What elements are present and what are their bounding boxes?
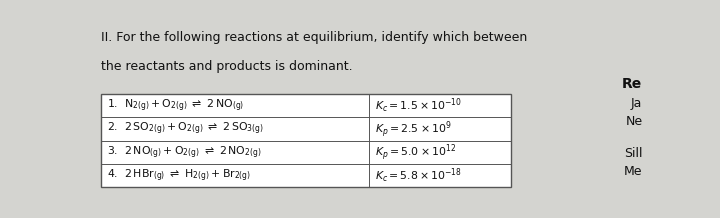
- Text: $K_p = 2.5 \times 10^{9}$: $K_p = 2.5 \times 10^{9}$: [374, 119, 451, 140]
- Text: 1.  $\mathrm{N_{2(g)} + O_{2(g)}}$ $\rightleftharpoons$ $\mathrm{2\,NO_{(g)}}$: 1. $\mathrm{N_{2(g)} + O_{2(g)}}$ $\righ…: [107, 98, 244, 114]
- Text: Re: Re: [622, 77, 642, 90]
- Text: $K_p = 5.0 \times 10^{12}$: $K_p = 5.0 \times 10^{12}$: [374, 142, 456, 163]
- Text: $K_c = 1.5 \times 10^{-10}$: $K_c = 1.5 \times 10^{-10}$: [374, 97, 462, 115]
- Text: II. For the following reactions at equilibrium, identify which between: II. For the following reactions at equil…: [101, 31, 528, 44]
- FancyBboxPatch shape: [101, 94, 511, 187]
- Text: the reactants and products is dominant.: the reactants and products is dominant.: [101, 60, 353, 73]
- Text: 2.  $\mathrm{2\,SO_{2(g)} + O_{2(g)}}$ $\rightleftharpoons$ $\mathrm{2\,SO_{3(g): 2. $\mathrm{2\,SO_{2(g)} + O_{2(g)}}$ $\…: [107, 121, 264, 137]
- Text: 3.  $\mathrm{2\,NO_{(g)} + O_{2(g)}}$ $\rightleftharpoons$ $\mathrm{2\,NO_{2(g)}: 3. $\mathrm{2\,NO_{(g)} + O_{2(g)}}$ $\r…: [107, 144, 261, 161]
- Text: 4.  $\mathrm{2\,HBr_{(g)}}$ $\rightleftharpoons$ $\mathrm{H_{2(g)} + Br_{2(g)}}$: 4. $\mathrm{2\,HBr_{(g)}}$ $\rightleftha…: [107, 167, 251, 184]
- Text: Ja
Ne: Ja Ne: [625, 97, 642, 128]
- Text: Sill
Me: Sill Me: [624, 147, 642, 178]
- Text: $K_c = 5.8 \times 10^{-18}$: $K_c = 5.8 \times 10^{-18}$: [374, 167, 462, 185]
